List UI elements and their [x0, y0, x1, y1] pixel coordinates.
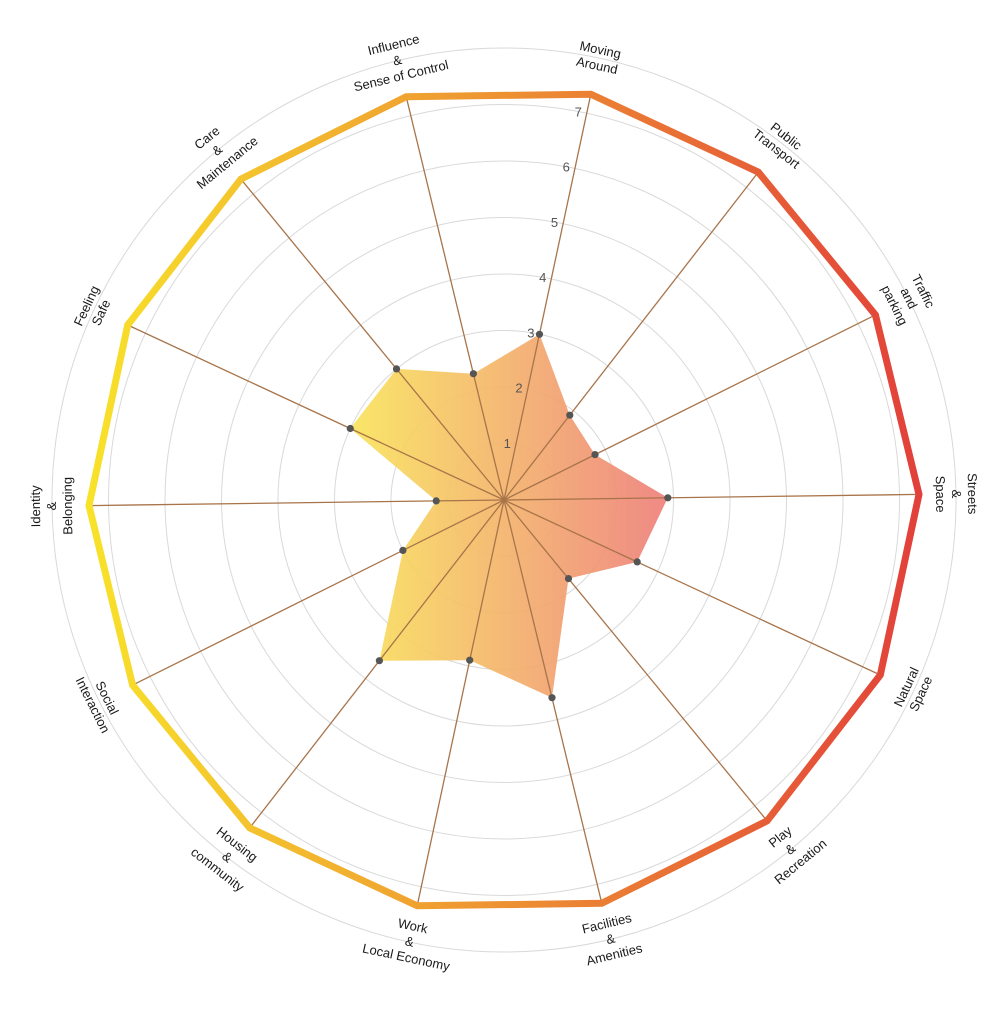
axis-label-line: &: [404, 933, 416, 950]
tick-label: 4: [539, 270, 546, 285]
data-point: [469, 370, 477, 378]
axis-spoke: [503, 171, 759, 501]
axis-label-line: &: [44, 501, 59, 510]
data-point: [375, 657, 383, 665]
axis-label: Identity & Belonging: [28, 477, 76, 535]
axis-spoke: [503, 94, 592, 501]
grid-circle: [277, 273, 731, 727]
axis-spoke: [503, 499, 768, 822]
tick-label: 5: [551, 215, 558, 230]
outer-rim-polygon: [85, 90, 923, 910]
tick-label: 3: [527, 325, 534, 340]
tick-labels: 1 2 3 4 5 6 7: [504, 104, 582, 451]
data-point: [399, 546, 407, 555]
axis-spoke: [503, 499, 881, 676]
outer-rim: [85, 90, 923, 910]
axis-label-line: Identity: [28, 485, 44, 528]
axis-spoke: [503, 493, 920, 501]
axis-label-line: &: [604, 930, 616, 947]
axis-label-line: &: [391, 52, 403, 69]
axis-label-line: &: [949, 489, 964, 498]
data-point: [591, 451, 599, 459]
grid-circle: [51, 47, 957, 953]
axis-label-line: Work: [397, 915, 430, 936]
axis-label: Work&Local Economy: [361, 915, 452, 974]
axis-spokes: [88, 94, 920, 906]
data-point: [392, 365, 401, 373]
data-point: [346, 424, 354, 433]
axis-label: Streets&Space: [933, 473, 981, 515]
grid-circles: [51, 47, 957, 953]
data-point: [566, 411, 574, 419]
grid-circle: [164, 160, 844, 840]
data-polygon: [350, 334, 668, 698]
axis-spoke: [405, 96, 505, 501]
grid-circle: [221, 217, 787, 783]
axis-label: Influence&Sense of Control: [352, 31, 450, 94]
grid-circle: [108, 104, 900, 896]
axis-spoke: [249, 499, 505, 829]
axis-label-line: Belonging: [60, 477, 76, 535]
axis-spoke: [127, 324, 505, 501]
axis-label-line: Streets: [965, 473, 981, 515]
axis-label-line: Space: [933, 476, 949, 513]
data-point: [535, 330, 544, 338]
axis-spoke: [416, 499, 505, 906]
axis-spoke: [132, 499, 505, 686]
data-point: [664, 494, 672, 502]
data-points: [346, 330, 672, 702]
tick-label: 2: [515, 381, 522, 396]
tick-label: 7: [575, 104, 582, 119]
axis-label: Facilities&Amenities: [580, 910, 644, 968]
data-point: [432, 497, 440, 505]
tick-label: 1: [504, 436, 511, 451]
axis-spoke: [503, 499, 603, 904]
data-point: [633, 558, 641, 566]
data-point: [466, 656, 474, 664]
data-point: [564, 575, 573, 583]
tick-label: 6: [563, 160, 570, 175]
data-area: [350, 334, 668, 698]
axis-spoke: [503, 314, 876, 501]
data-point: [548, 694, 556, 702]
axis-spoke: [240, 178, 505, 501]
